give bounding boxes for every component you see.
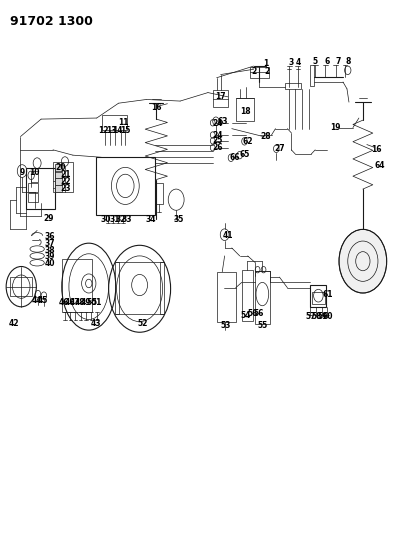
Bar	[26, 168, 55, 209]
Bar	[10, 277, 32, 296]
Circle shape	[339, 229, 387, 293]
Bar	[242, 270, 253, 320]
Text: 2: 2	[264, 67, 269, 76]
Text: 35: 35	[173, 215, 184, 224]
Text: 22: 22	[60, 176, 71, 185]
Bar	[160, 262, 164, 314]
Text: 48: 48	[75, 298, 85, 307]
Text: 6: 6	[324, 58, 330, 66]
Text: 17: 17	[215, 92, 226, 101]
Text: 14: 14	[112, 126, 123, 135]
Bar	[28, 183, 38, 192]
Text: 91702 1300: 91702 1300	[10, 14, 93, 28]
Text: 21: 21	[60, 170, 71, 179]
Text: 54: 54	[241, 311, 251, 320]
Bar	[114, 262, 118, 314]
Bar	[55, 164, 62, 171]
Bar	[55, 172, 62, 179]
Text: 13: 13	[106, 126, 116, 135]
Text: 44: 44	[32, 296, 42, 305]
Bar	[55, 185, 62, 192]
Text: 18: 18	[240, 107, 251, 116]
Text: 16: 16	[151, 103, 162, 112]
Bar	[250, 67, 269, 78]
Text: 34: 34	[145, 215, 156, 224]
Bar	[55, 179, 62, 185]
Text: 46: 46	[59, 298, 70, 307]
Text: 9: 9	[20, 167, 25, 176]
Text: 43: 43	[91, 319, 101, 328]
Text: 12: 12	[99, 126, 109, 135]
Text: 8: 8	[345, 58, 350, 66]
Text: 29: 29	[43, 214, 54, 223]
Bar	[217, 272, 236, 322]
Text: 60: 60	[323, 312, 333, 321]
Text: 40: 40	[44, 260, 55, 268]
Text: 1: 1	[263, 59, 268, 68]
Text: 26: 26	[213, 143, 223, 152]
Bar	[236, 99, 254, 120]
Bar	[62, 259, 92, 312]
Bar	[53, 161, 73, 192]
Text: 5: 5	[313, 58, 318, 66]
Text: 52: 52	[137, 319, 148, 328]
Text: 65: 65	[239, 150, 250, 159]
Text: 28: 28	[260, 132, 271, 141]
Text: 57: 57	[305, 312, 316, 321]
Bar	[255, 271, 270, 324]
Text: 51: 51	[92, 298, 102, 307]
Text: 33: 33	[122, 215, 132, 224]
Text: 20: 20	[55, 164, 66, 172]
Text: 46: 46	[64, 298, 75, 307]
Text: 53: 53	[221, 321, 231, 330]
Bar	[286, 83, 301, 89]
Bar	[310, 285, 326, 307]
Text: 37: 37	[44, 239, 55, 248]
Text: 4: 4	[296, 59, 301, 67]
Text: 38: 38	[44, 246, 55, 255]
Text: 27: 27	[274, 144, 285, 153]
Text: 49: 49	[80, 298, 91, 307]
Text: 15: 15	[120, 126, 130, 135]
Text: 64: 64	[374, 161, 385, 170]
Bar	[312, 292, 325, 304]
Text: 19: 19	[330, 123, 340, 132]
Text: 31: 31	[110, 215, 120, 224]
Text: 7: 7	[336, 58, 341, 66]
Text: 32: 32	[115, 215, 126, 224]
Text: 25: 25	[213, 136, 223, 146]
Text: 56: 56	[253, 309, 264, 318]
Bar	[28, 193, 38, 202]
Bar	[102, 115, 127, 130]
Text: 2: 2	[251, 67, 256, 76]
Bar	[31, 171, 38, 182]
Bar	[155, 183, 164, 204]
Text: 62: 62	[242, 137, 253, 146]
Text: 42: 42	[9, 319, 19, 328]
Bar	[96, 157, 155, 215]
Text: 59: 59	[317, 312, 328, 321]
Text: 56: 56	[248, 309, 258, 318]
Text: 23: 23	[60, 183, 71, 192]
Text: 36: 36	[44, 232, 55, 241]
Text: 58: 58	[311, 312, 322, 321]
Text: 63: 63	[218, 117, 228, 126]
Text: 50: 50	[86, 298, 96, 307]
Text: 30: 30	[101, 215, 112, 224]
Text: 24: 24	[213, 131, 223, 140]
Text: 45: 45	[38, 296, 48, 305]
Text: 3: 3	[289, 59, 294, 67]
Text: 66: 66	[230, 153, 240, 162]
Text: 39: 39	[44, 253, 55, 262]
Text: 10: 10	[29, 167, 39, 176]
Bar	[213, 91, 228, 108]
Text: 61: 61	[323, 289, 333, 298]
Text: 41: 41	[222, 231, 233, 240]
Text: 24: 24	[213, 119, 223, 128]
Text: 55: 55	[258, 321, 268, 330]
Bar	[310, 65, 314, 86]
Text: 47: 47	[70, 298, 80, 307]
Text: 16: 16	[372, 146, 382, 155]
Text: 11: 11	[118, 118, 129, 127]
